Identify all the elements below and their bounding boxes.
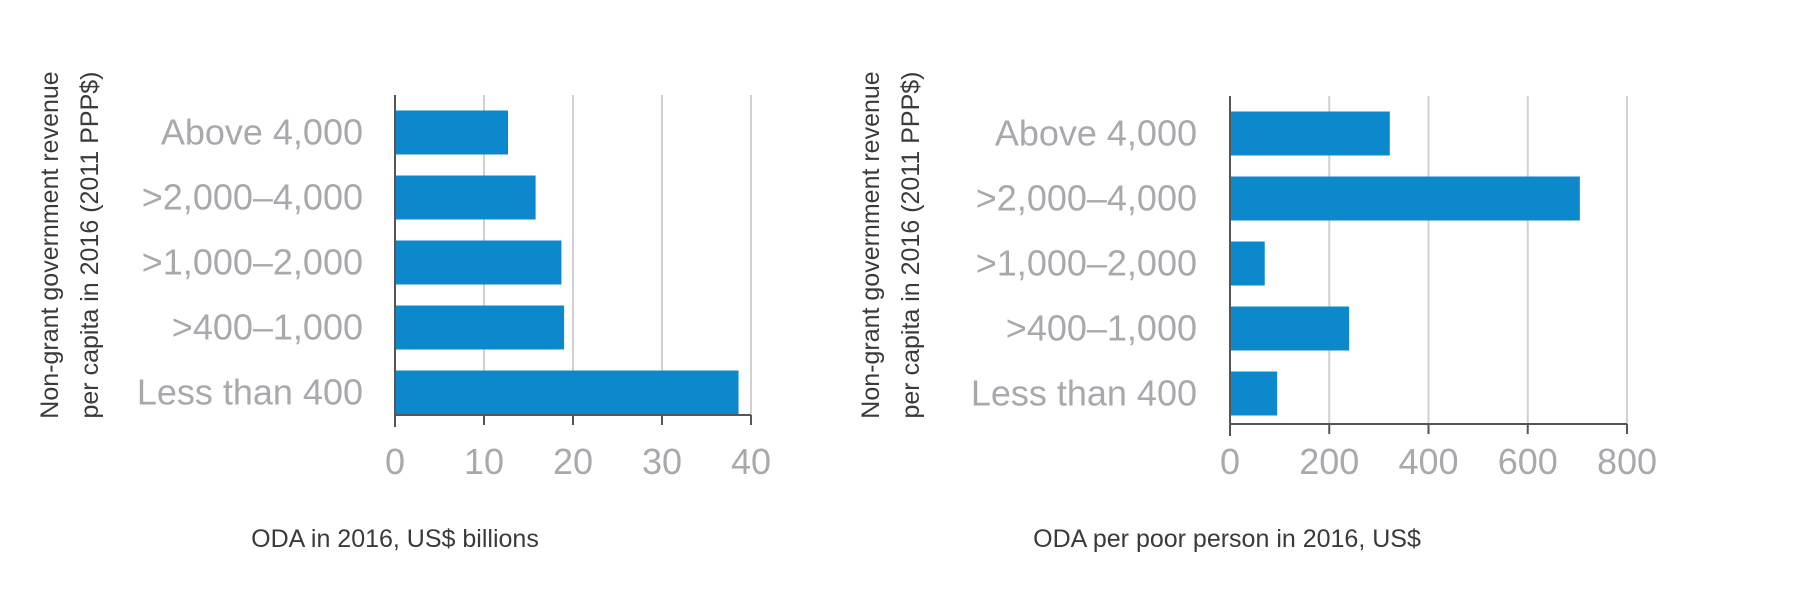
category-label: Less than 400 — [971, 373, 1197, 414]
category-label: >2,000–4,000 — [142, 177, 363, 218]
x-tick-label: 0 — [385, 441, 405, 482]
bar — [1230, 111, 1390, 156]
bar — [1230, 176, 1580, 221]
category-label: >1,000–2,000 — [976, 243, 1197, 284]
x-tick-label: 10 — [464, 441, 504, 482]
category-label: >2,000–4,000 — [976, 178, 1197, 219]
x-axis-title: ODA per poor person in 2016, US$ — [1033, 525, 1421, 553]
x-tick-label: 30 — [642, 441, 682, 482]
bar — [395, 370, 739, 415]
y-axis-title: per capita in 2016 (2011 PPP$) — [76, 72, 104, 419]
x-axis-title: ODA in 2016, US$ billions — [251, 525, 539, 553]
bar — [395, 240, 562, 285]
x-tick-label: 200 — [1299, 441, 1359, 482]
bar — [1230, 306, 1350, 351]
y-axis-title: Non-grant government revenue — [36, 71, 64, 418]
category-label: >1,000–2,000 — [142, 242, 363, 283]
x-tick-label: 0 — [1220, 441, 1240, 482]
bar — [395, 175, 536, 220]
y-axis-title: per capita in 2016 (2011 PPP$) — [897, 72, 925, 419]
x-tick-label: 40 — [731, 441, 771, 482]
category-label: >400–1,000 — [172, 307, 363, 348]
category-label: Less than 400 — [137, 372, 363, 413]
chart-1: Above 4,000 >2,000–4,000 >1,000–2,000 >400–… — [36, 71, 771, 553]
x-tick-label: 20 — [553, 441, 593, 482]
bar — [395, 110, 509, 155]
y-axis-title: Non-grant government revenue — [857, 71, 885, 418]
x-tick-label: 800 — [1597, 441, 1657, 482]
category-label: >400–1,000 — [1006, 308, 1197, 349]
bar — [395, 305, 565, 350]
bar — [1230, 371, 1278, 416]
x-tick-label: 400 — [1398, 441, 1458, 482]
category-label: Above 4,000 — [995, 113, 1197, 154]
x-tick-label: 600 — [1498, 441, 1558, 482]
category-label: Above 4,000 — [161, 112, 363, 153]
bar — [1230, 241, 1265, 286]
chart-2: Above 4,000 >2,000–4,000 >1,000–2,000 >400–… — [857, 71, 1657, 553]
